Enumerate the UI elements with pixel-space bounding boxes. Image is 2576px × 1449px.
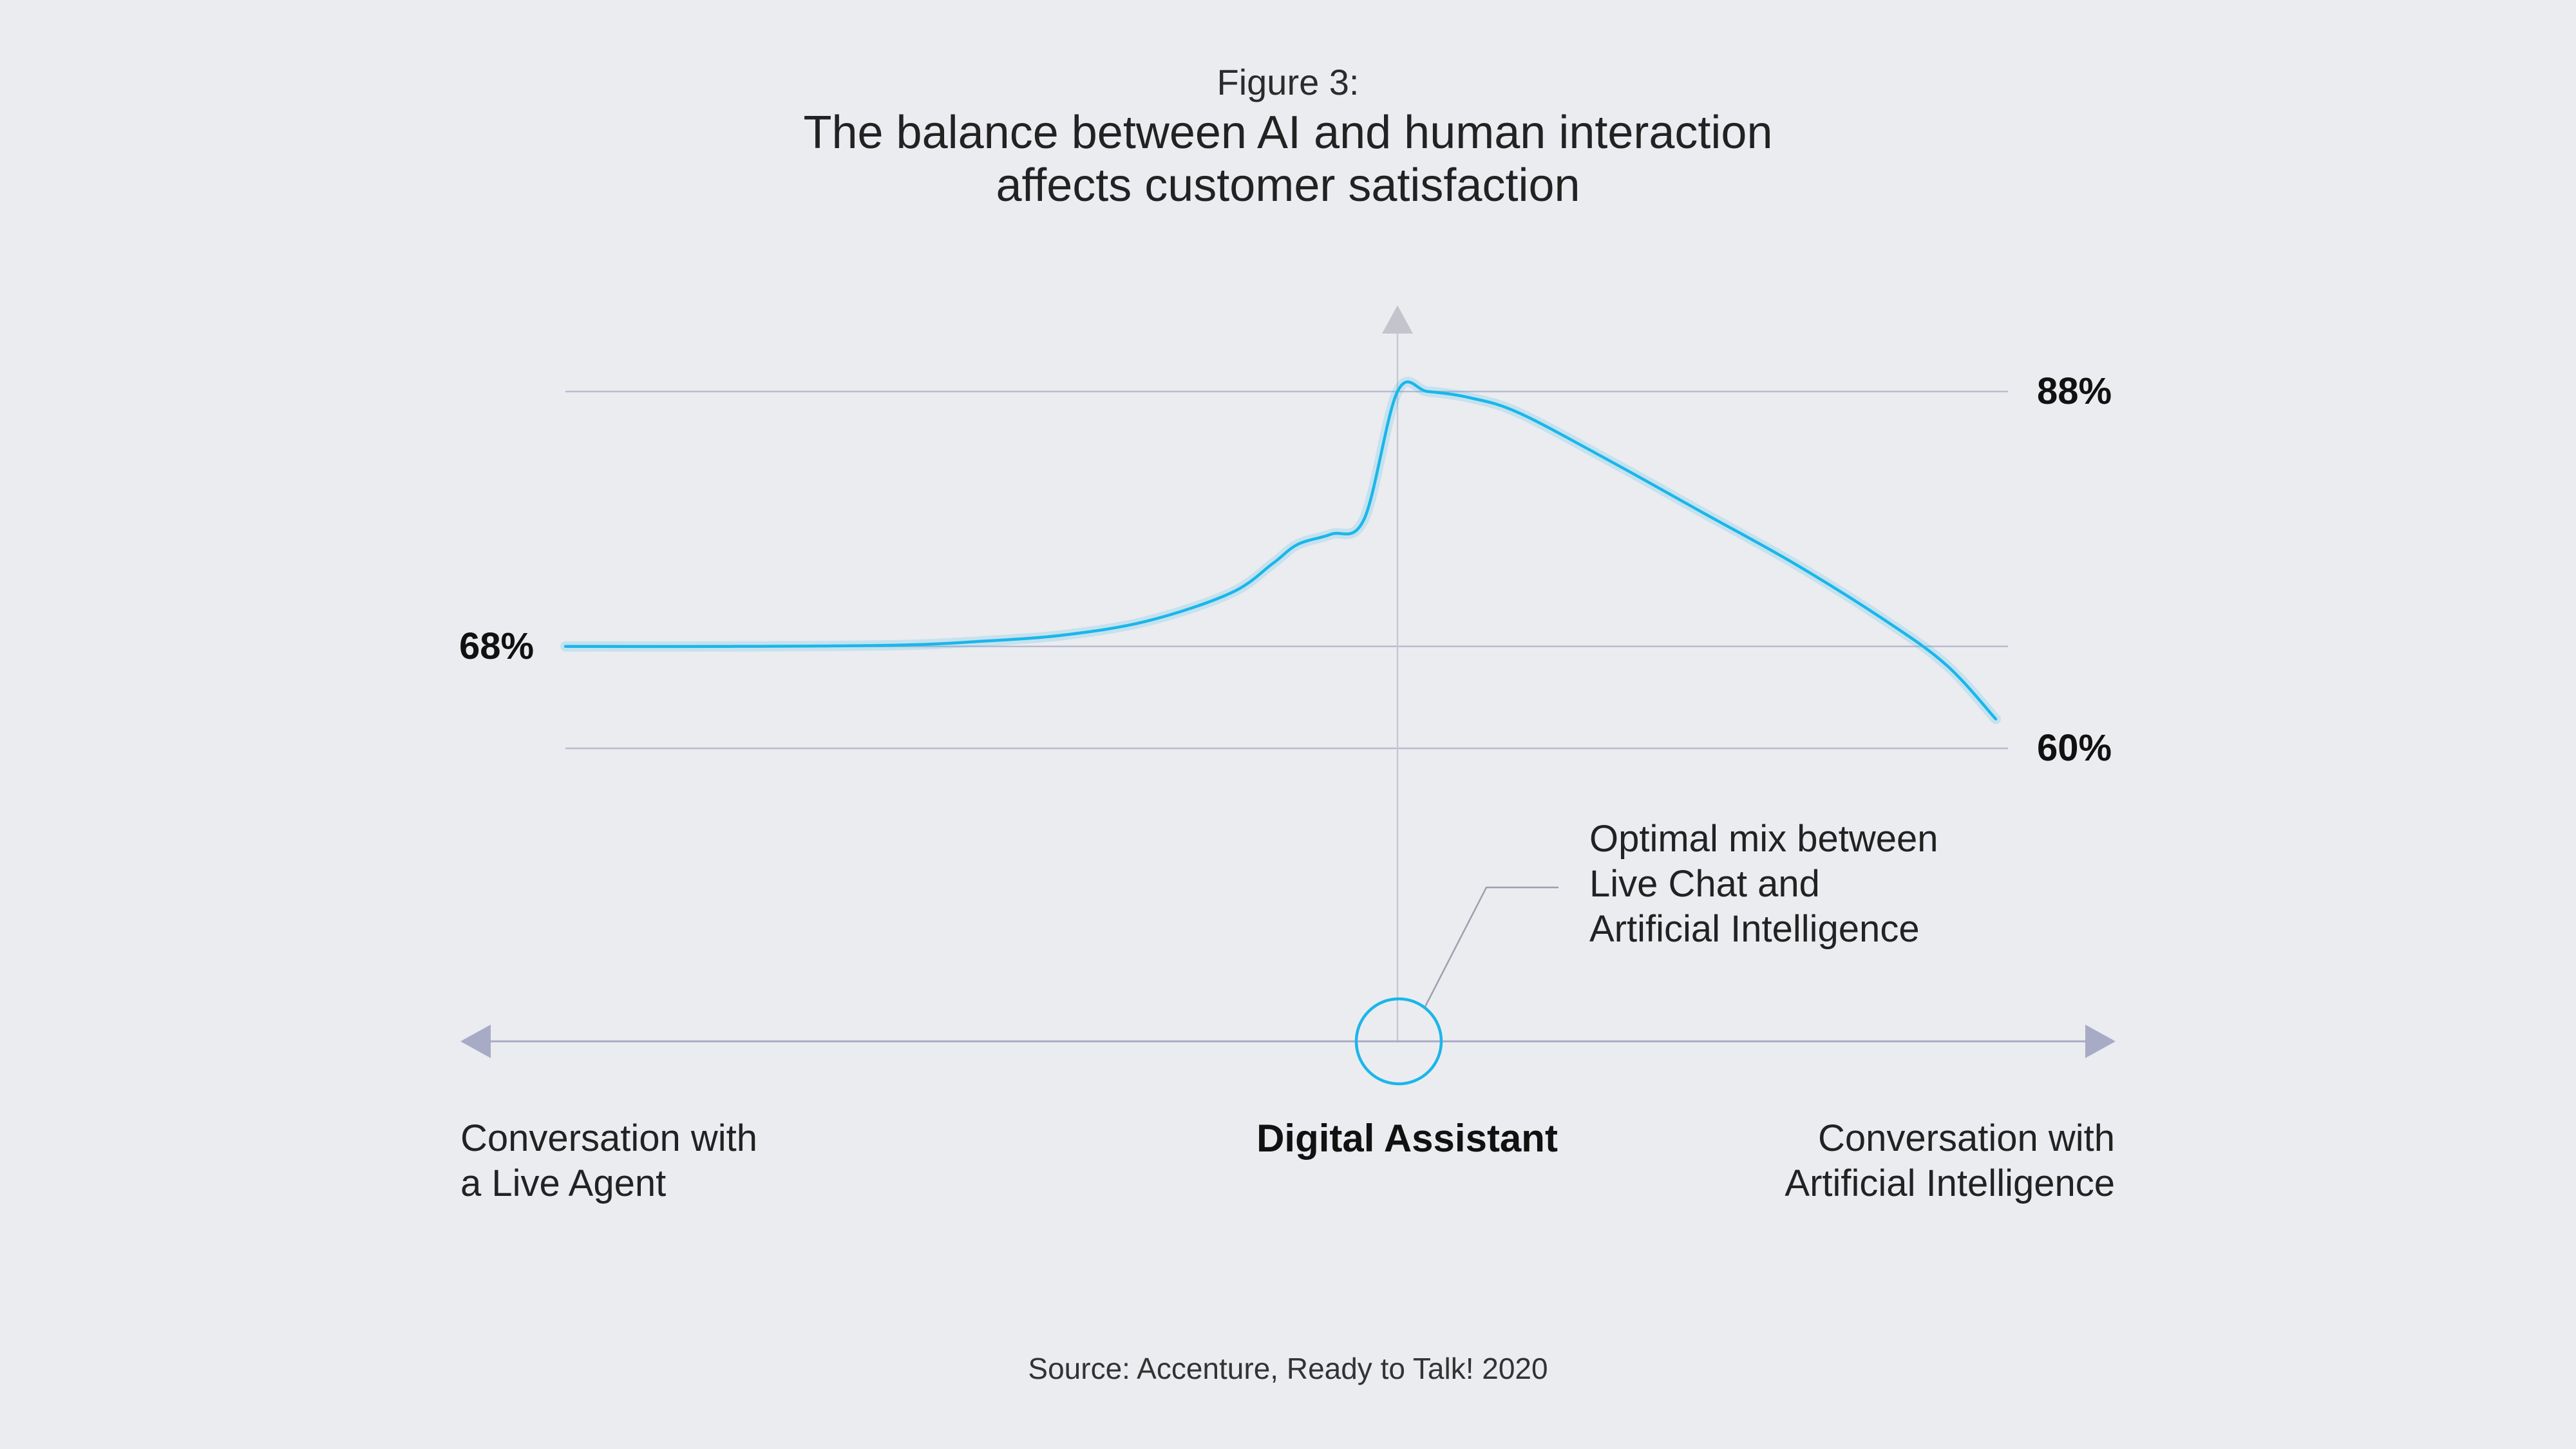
annotation-line-1: Optimal mix between (1589, 818, 1938, 860)
y-marker-88: 88% (2037, 370, 2112, 412)
chart-title-line-1: The balance between AI and human interac… (803, 107, 1773, 158)
y-marker-60: 60% (2037, 727, 2112, 769)
x-label-right-line-1: Conversation with (1818, 1117, 2115, 1159)
x-label-left-line-2: a Live Agent (460, 1162, 667, 1204)
annotation-line-3: Artificial Intelligence (1589, 908, 1920, 950)
chart-title-line-2: affects customer satisfaction (996, 160, 1580, 211)
x-label-left: Conversation with a Live Agent (460, 1116, 757, 1206)
y-marker-68: 68% (459, 625, 535, 667)
satisfaction-curve-glow (560, 377, 2001, 724)
right-arrow-icon (2085, 1025, 2116, 1058)
x-label-center: Digital Assistant (1256, 1117, 1558, 1160)
annotation-text: Optimal mix between Live Chat and Artifi… (1589, 817, 1938, 952)
left-arrow-icon (460, 1025, 491, 1058)
x-label-right: Conversation with Artificial Intelligenc… (1785, 1116, 2115, 1206)
annotation-leader-line (1424, 886, 1558, 1007)
chart-title: The balance between AI and human interac… (803, 106, 1772, 212)
optimal-mix-marker (1354, 997, 1443, 1086)
x-label-right-line-2: Artificial Intelligence (1785, 1162, 2115, 1204)
source-note: Source: Accenture, Ready to Talk! 2020 (1028, 1352, 1548, 1385)
figure-label: Figure 3: (1217, 62, 1359, 102)
satisfaction-curve (564, 380, 1998, 721)
up-arrow-icon (1382, 305, 1413, 334)
x-label-left-line-1: Conversation with (460, 1117, 757, 1159)
annotation-line-2: Live Chat and (1589, 863, 1820, 905)
